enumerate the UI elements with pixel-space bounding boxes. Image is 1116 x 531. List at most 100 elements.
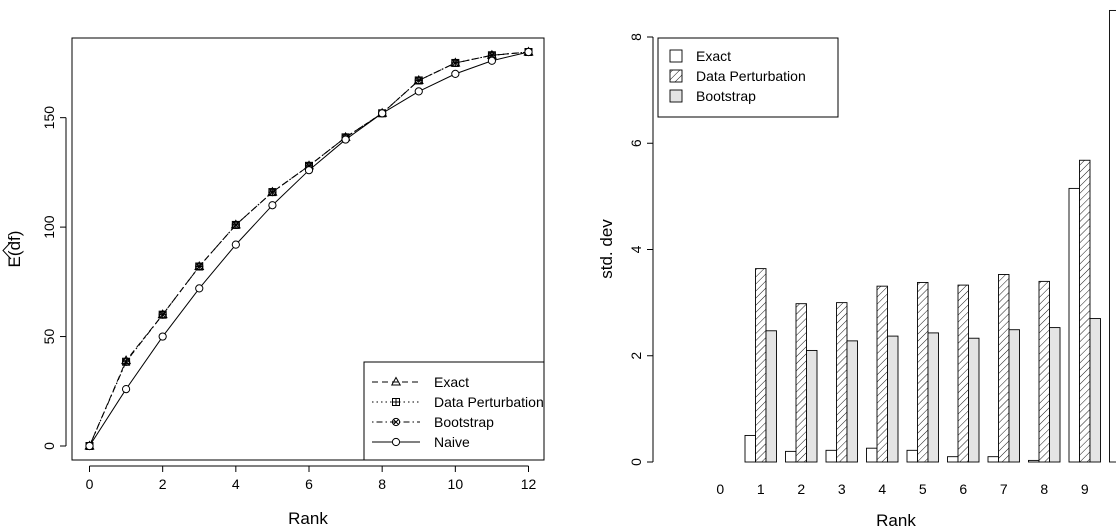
circle-marker xyxy=(304,166,314,175)
cross-b-marker xyxy=(393,419,399,425)
circle-marker xyxy=(268,201,277,210)
right-legend: Exact Data Perturbation Bootstrap xyxy=(657,37,839,118)
series-naive xyxy=(85,47,533,451)
data-point-naive xyxy=(158,332,167,341)
bar-data-perturbation-rank-7 xyxy=(998,274,1010,463)
right-x-tick-label: 7 xyxy=(1000,481,1008,497)
left-x-tick-label: 2 xyxy=(159,476,167,492)
bar-exact-rank-5 xyxy=(906,449,918,463)
circle-marker xyxy=(121,357,131,366)
right-x-tick-label: 2 xyxy=(797,481,805,497)
right-x-tick-label: 8 xyxy=(1040,481,1048,497)
circle-marker xyxy=(451,69,460,78)
left-series xyxy=(84,46,534,451)
left-x-tick-label: 10 xyxy=(448,476,464,492)
circle-marker xyxy=(391,437,401,447)
bar-exact-rank-2 xyxy=(785,450,797,463)
left-x-tick-label: 0 xyxy=(86,476,94,492)
legend-marker-data-perturbation xyxy=(392,398,400,406)
bar-data-perturbation-rank-9 xyxy=(1079,159,1091,463)
bar-bootstrap-rank-2 xyxy=(806,349,818,463)
bar-bootstrap-rank-7 xyxy=(1008,329,1020,463)
cross-b-marker xyxy=(196,263,203,270)
left-y-tick-label: 150 xyxy=(41,106,57,130)
data-point-bootstrap xyxy=(195,262,204,271)
circle-marker xyxy=(121,384,131,394)
right-x-tick-label: 5 xyxy=(919,481,927,497)
right-legend-box xyxy=(657,37,839,118)
bar-exact-rank-9 xyxy=(1068,187,1080,463)
data-point-naive xyxy=(268,201,277,210)
cross-b-marker xyxy=(489,52,495,59)
bar-bootstrap-rank-3 xyxy=(846,340,858,463)
right-x-tick-label: 0 xyxy=(716,481,724,497)
bar-data-perturbation-rank-6 xyxy=(957,284,969,463)
bar-exact-rank-4 xyxy=(866,447,878,463)
legend-marker-exact xyxy=(390,376,402,386)
cross-b-marker xyxy=(269,189,276,195)
y-label-hat-text: df xyxy=(5,236,24,250)
bar-bootstrap-rank-4 xyxy=(887,335,899,463)
legend-marker-naive xyxy=(391,437,401,447)
left-y-tick-label: 100 xyxy=(41,215,57,239)
circle-marker xyxy=(414,76,423,85)
left-x-tick-label: 6 xyxy=(305,476,313,492)
circle-marker xyxy=(195,284,204,293)
data-point-bootstrap xyxy=(121,357,131,366)
bar-bootstrap-rank-6 xyxy=(968,337,980,463)
data-point-naive xyxy=(487,56,497,65)
cross-b-marker xyxy=(415,77,422,84)
circle-marker xyxy=(341,135,350,144)
right-x-tick-label: 3 xyxy=(838,481,846,497)
circle-marker xyxy=(268,187,277,197)
cross-b-marker xyxy=(232,222,239,228)
data-point-bootstrap xyxy=(158,310,167,319)
bar-exact-rank-3 xyxy=(825,449,837,463)
legend-label-exact: Exact xyxy=(696,48,731,64)
legend-swatch-exact xyxy=(669,49,683,63)
circle-marker xyxy=(391,417,401,427)
bar-data-perturbation-rank-4 xyxy=(876,285,888,463)
data-point-naive xyxy=(378,109,387,118)
left-x-tick-label: 12 xyxy=(521,476,537,492)
circle-marker xyxy=(378,109,387,118)
data-point-naive xyxy=(195,284,204,293)
data-point-naive xyxy=(85,441,94,451)
triangle-marker xyxy=(390,376,402,386)
right-x-tick-label: 1 xyxy=(757,481,765,497)
data-point-naive xyxy=(304,166,314,175)
right-y-tick-label: 8 xyxy=(628,33,644,41)
right-axes: 024680123456789101112 xyxy=(628,33,1089,497)
legend-label-data-perturbation: Data Perturbation xyxy=(696,68,806,84)
cross-b-marker xyxy=(159,311,166,318)
left-y-axis-label: E(df) xyxy=(5,231,24,268)
left-y-tick-label: 50 xyxy=(41,329,57,345)
legend-label-exact: Exact xyxy=(434,374,469,390)
bar-exact-rank-1 xyxy=(744,434,756,463)
bar-data-perturbation-rank-1 xyxy=(755,268,767,463)
circle-marker xyxy=(85,441,94,451)
legend-label-bootstrap: Bootstrap xyxy=(696,88,756,104)
legend-swatch-bootstrap xyxy=(669,89,683,103)
data-point-bootstrap xyxy=(414,76,423,85)
circle-marker xyxy=(231,220,240,230)
right-y-tick-label: 4 xyxy=(628,245,644,253)
right-x-axis-label: Rank xyxy=(876,511,916,530)
legend-label-bootstrap: Bootstrap xyxy=(434,414,494,430)
left-plot-frame xyxy=(71,37,545,461)
cross-b-marker xyxy=(123,358,129,365)
left-legend: Exact Data Perturbation Bootstrap Naive xyxy=(363,361,545,461)
left-x-tick-label: 8 xyxy=(378,476,386,492)
left-y-tick-label: 0 xyxy=(41,442,57,450)
bar-data-perturbation-rank-5 xyxy=(917,281,929,463)
bar-exact-rank-10 xyxy=(1109,9,1116,463)
data-point-naive xyxy=(414,87,423,96)
data-point-bootstrap xyxy=(451,58,460,68)
right-x-tick-label: 4 xyxy=(878,481,886,497)
bar-exact-rank-8 xyxy=(1028,459,1040,463)
y-label-hat xyxy=(2,241,12,260)
data-point-naive xyxy=(231,240,240,249)
